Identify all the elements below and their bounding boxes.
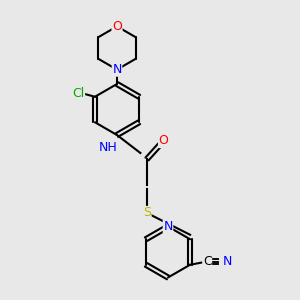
Text: Cl: Cl: [72, 87, 85, 100]
Text: N: N: [163, 220, 173, 233]
Text: C: C: [203, 255, 212, 268]
Text: N: N: [223, 255, 232, 268]
Text: S: S: [143, 206, 151, 220]
Text: O: O: [112, 20, 122, 33]
Text: NH: NH: [99, 141, 118, 154]
Text: N: N: [112, 63, 122, 76]
Text: O: O: [159, 134, 168, 148]
